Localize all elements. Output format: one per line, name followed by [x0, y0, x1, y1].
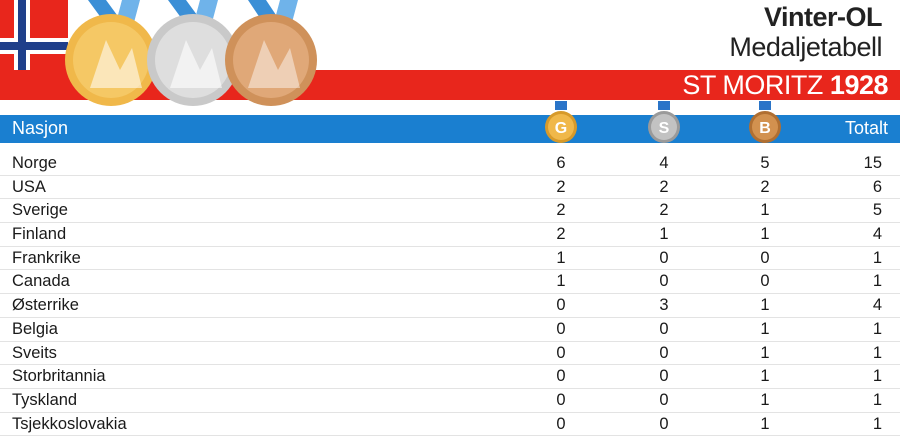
total-count: 6 [872, 177, 882, 196]
total-count: 15 [863, 154, 882, 172]
nation-name: Belgia [12, 319, 58, 338]
bronze-count: 1 [760, 390, 770, 409]
total-count: 1 [872, 414, 882, 433]
table-row: Østerrike 0 3 1 4 [0, 294, 900, 318]
nation-name: Østerrike [12, 296, 79, 315]
silver-column-label: S [659, 120, 670, 137]
silver-count: 0 [659, 343, 669, 362]
games-year: 1928 [829, 70, 889, 100]
table-row: USA 2 2 2 6 [0, 176, 900, 200]
table-row: Storbritannia 0 0 1 1 [0, 365, 900, 389]
bronze-count: 1 [760, 367, 770, 386]
gold-count: 0 [556, 319, 566, 338]
olympic-medals-icon [65, 0, 317, 106]
gold-count: 0 [556, 367, 566, 386]
silver-count: 0 [659, 319, 669, 338]
bronze-count: 1 [760, 319, 770, 338]
silver-count: 0 [659, 272, 669, 291]
table-row: Belgia 0 0 1 1 [0, 318, 900, 342]
nation-name: Canada [12, 272, 70, 291]
bronze-count: 1 [760, 296, 770, 315]
nation-name: Finland [12, 225, 67, 244]
total-count: 1 [872, 367, 882, 386]
gold-column-label: G [555, 120, 567, 137]
table-row: Frankrike 1 0 0 1 [0, 247, 900, 271]
total-count: 1 [872, 248, 882, 267]
nation-name: Norge [12, 154, 57, 172]
bronze-column-label: B [759, 120, 771, 137]
silver-count: 0 [659, 367, 669, 386]
silver-count: 0 [659, 248, 669, 267]
gold-count: 2 [556, 225, 566, 244]
bronze-count: 5 [760, 154, 770, 172]
total-count: 1 [872, 390, 882, 409]
bronze-medal-icon: B [749, 101, 781, 143]
silver-count: 3 [659, 296, 669, 315]
silver-count: 0 [659, 390, 669, 409]
table-row: Sverige 2 2 1 5 [0, 199, 900, 224]
nation-name: Frankrike [12, 248, 81, 267]
gold-count: 0 [556, 343, 566, 362]
table-row: Canada 1 0 0 1 [0, 270, 900, 295]
total-count: 1 [872, 272, 882, 291]
total-count: 1 [872, 319, 882, 338]
page-title: Vinter-OL [763, 2, 883, 32]
silver-medal-icon: S [648, 101, 680, 143]
column-header-total: Totalt [844, 118, 888, 138]
gold-count: 2 [556, 201, 566, 220]
total-count: 4 [872, 225, 882, 244]
nation-name: USA [12, 177, 46, 196]
bronze-count: 1 [760, 343, 770, 362]
nation-name: Storbritannia [12, 367, 106, 386]
nation-name: Tyskland [12, 390, 78, 409]
silver-count: 4 [659, 154, 669, 172]
gold-count: 0 [556, 414, 566, 433]
table-row: Norge 6 4 5 15 [0, 152, 900, 176]
total-count: 4 [872, 296, 882, 315]
location-name: ST MORITZ [682, 70, 823, 100]
gold-count: 1 [556, 272, 566, 291]
total-count: 5 [872, 201, 882, 220]
column-header-nation: Nasjon [12, 118, 69, 138]
nation-name: Tsjekkoslovakia [12, 414, 127, 433]
gold-count: 1 [556, 248, 566, 267]
bronze-count: 1 [760, 201, 770, 220]
bronze-count: 1 [760, 225, 770, 244]
silver-count: 0 [659, 414, 669, 433]
bronze-count: 1 [760, 414, 770, 433]
games-location: ST MORITZ 1928 [682, 70, 888, 100]
bronze-count: 0 [760, 248, 770, 267]
table-row: Finland 2 1 1 4 [0, 223, 900, 247]
table-row: Tyskland 0 0 1 1 [0, 389, 900, 413]
gold-count: 0 [556, 390, 566, 409]
gold-count: 0 [556, 296, 566, 315]
silver-count: 2 [659, 177, 669, 196]
silver-count: 1 [659, 225, 669, 244]
nation-name: Sverige [12, 201, 68, 220]
gold-count: 2 [556, 177, 566, 196]
page-subtitle: Medaljetabell [729, 32, 882, 62]
gold-count: 6 [556, 154, 566, 172]
total-count: 1 [872, 343, 882, 362]
nation-name: Sveits [12, 343, 57, 362]
table-row: Tsjekkoslovakia 0 0 1 1 [0, 413, 900, 436]
bronze-count: 0 [760, 272, 770, 291]
gold-medal-icon: G [545, 101, 577, 143]
bronze-count: 2 [760, 177, 770, 196]
silver-count: 2 [659, 201, 669, 220]
table-row: Sveits 0 0 1 1 [0, 342, 900, 366]
medal-table: Norge 6 4 5 15 USA 2 2 2 6 Sverige 2 2 1… [0, 152, 900, 436]
